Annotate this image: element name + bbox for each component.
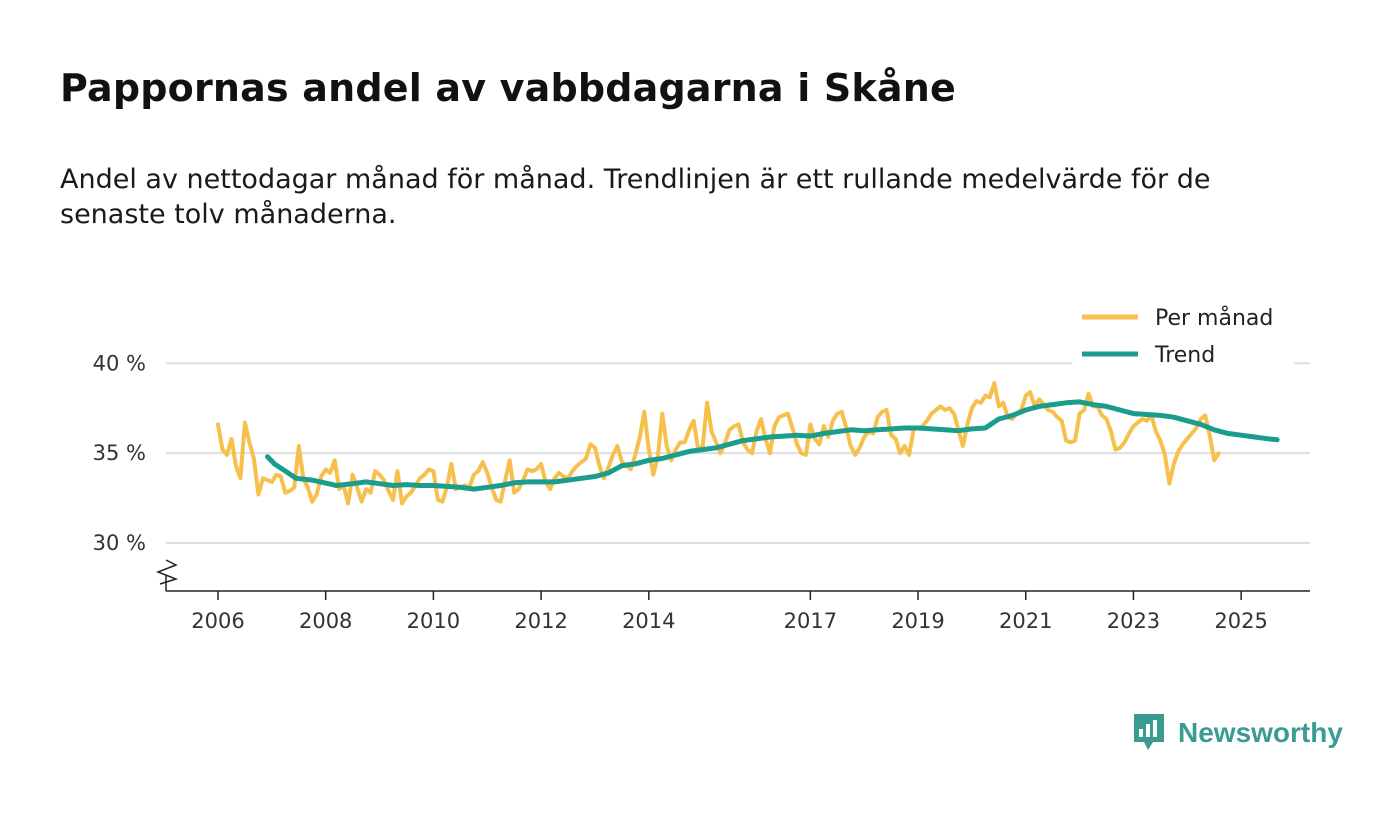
legend: Per månad Trend <box>1072 300 1294 368</box>
line-chart: 30 % 35 % 40 % 2006 2008 2010 2012 2014 2017 2019… <box>93 300 1310 633</box>
legend-label: Trend <box>1154 343 1215 368</box>
x-tick-label: 2008 <box>299 609 352 633</box>
x-tick-label: 2017 <box>784 609 837 633</box>
legend-background <box>1072 300 1294 368</box>
grid-lines <box>166 362 1310 544</box>
y-tick-label: 40 % <box>93 351 146 375</box>
series-line-trend <box>265 399 1280 492</box>
x-tick-label: 2019 <box>891 609 944 633</box>
x-tick-label: 2014 <box>622 609 675 633</box>
y-tick-label: 35 % <box>93 441 146 465</box>
chart-title: Pappornas andel av vabbdagarna i Skåne <box>60 66 956 110</box>
x-tick-label: 2012 <box>514 609 567 633</box>
x-tick-label: 2006 <box>191 609 244 633</box>
chart-subtitle: Andel av nettodagar månad för månad. Tre… <box>60 164 1211 230</box>
legend-label: Per månad <box>1155 305 1273 331</box>
axis-break-icon <box>155 559 179 585</box>
brand-name: Newsworthy <box>1178 717 1343 748</box>
x-tick-label: 2021 <box>999 609 1052 633</box>
x-tick-label: 2023 <box>1107 609 1160 633</box>
newsworthy-logo-icon <box>1134 714 1164 750</box>
brand-logo[interactable]: Newsworthy <box>1132 712 1343 754</box>
x-tick-label: 2025 <box>1214 609 1267 633</box>
x-tick-label: 2010 <box>407 609 460 633</box>
axes: 30 % 35 % 40 % 2006 2008 2010 2012 2014 2017 2019… <box>93 351 1310 633</box>
series-group <box>216 381 1280 506</box>
y-tick-label: 30 % <box>93 531 146 555</box>
